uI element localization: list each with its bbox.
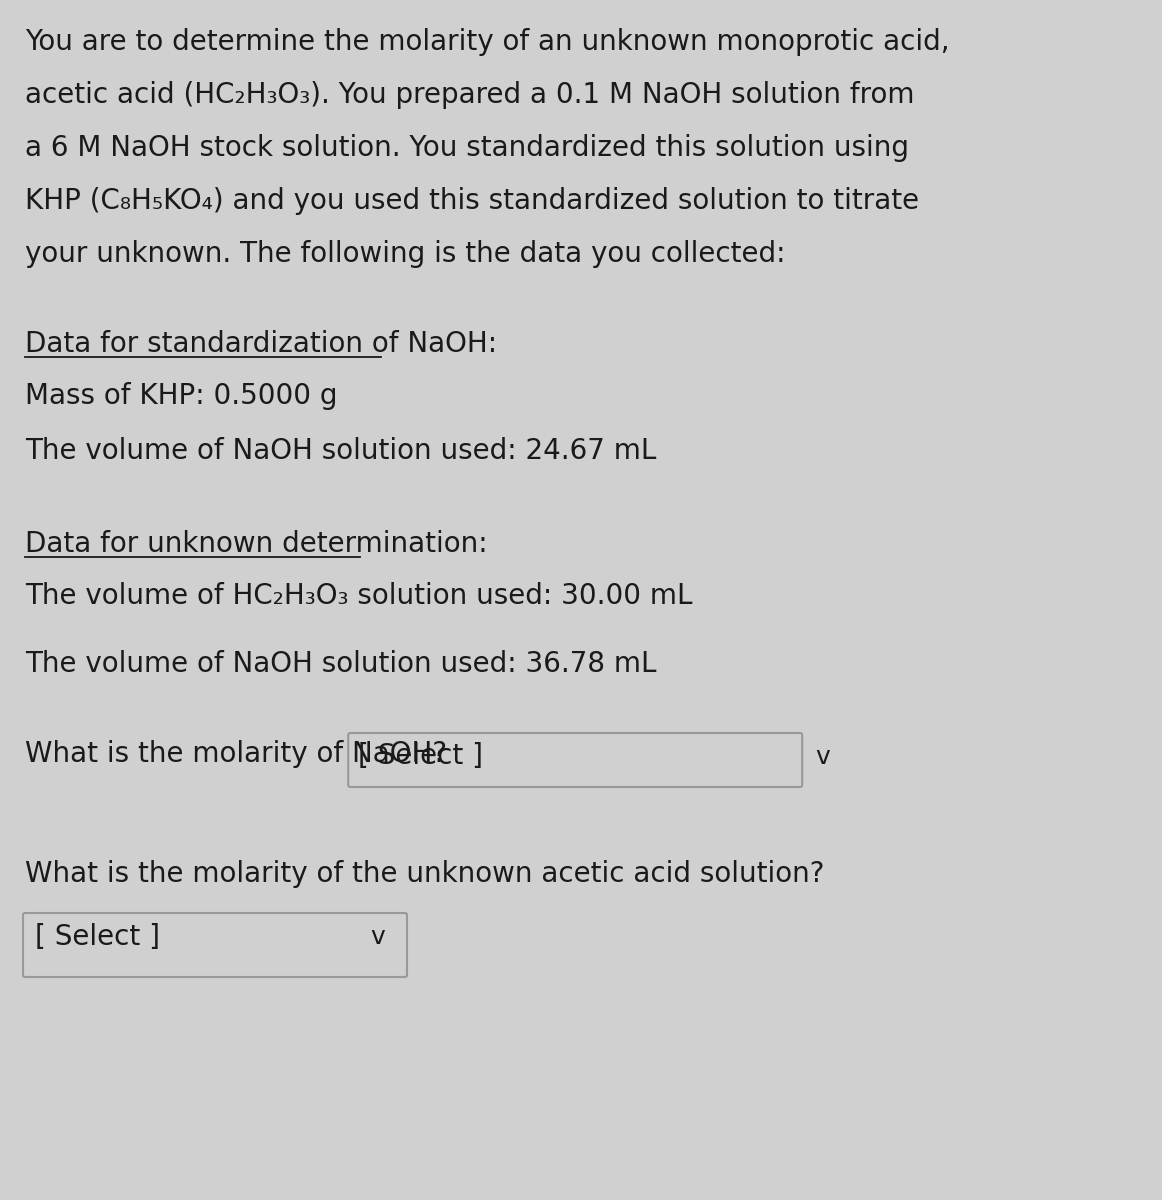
Text: Data for standardization of NaOH:: Data for standardization of NaOH: <box>26 330 497 358</box>
Text: The volume of HC₂H₃O₃ solution used: 30.00 mL: The volume of HC₂H₃O₃ solution used: 30.… <box>26 582 693 610</box>
Text: The volume of NaOH solution used: 36.78 mL: The volume of NaOH solution used: 36.78 … <box>26 650 657 678</box>
Text: Mass of KHP: 0.5000 g: Mass of KHP: 0.5000 g <box>26 382 337 410</box>
Text: v: v <box>370 925 385 949</box>
Text: acetic acid (HC₂H₃O₃). You prepared a 0.1 M NaOH solution from: acetic acid (HC₂H₃O₃). You prepared a 0.… <box>26 80 914 109</box>
Text: KHP (C₈H₅KO₄) and you used this standardized solution to titrate: KHP (C₈H₅KO₄) and you used this standard… <box>26 187 919 215</box>
Text: Data for unknown determination:: Data for unknown determination: <box>26 530 488 558</box>
Text: [ Select ]: [ Select ] <box>35 923 160 950</box>
Text: The volume of NaOH solution used: 24.67 mL: The volume of NaOH solution used: 24.67 … <box>26 437 657 464</box>
Text: What is the molarity of NaOH?: What is the molarity of NaOH? <box>26 740 447 768</box>
Text: a 6 M NaOH stock solution. You standardized this solution using: a 6 M NaOH stock solution. You standardi… <box>26 134 909 162</box>
Text: your unknown. The following is the data you collected:: your unknown. The following is the data … <box>26 240 786 268</box>
Text: You are to determine the molarity of an unknown monoprotic acid,: You are to determine the molarity of an … <box>26 28 949 56</box>
Text: [ Select ]: [ Select ] <box>358 742 483 770</box>
FancyBboxPatch shape <box>23 913 407 977</box>
Text: v: v <box>816 745 830 769</box>
Text: What is the molarity of the unknown acetic acid solution?: What is the molarity of the unknown acet… <box>26 860 825 888</box>
FancyBboxPatch shape <box>349 733 802 787</box>
